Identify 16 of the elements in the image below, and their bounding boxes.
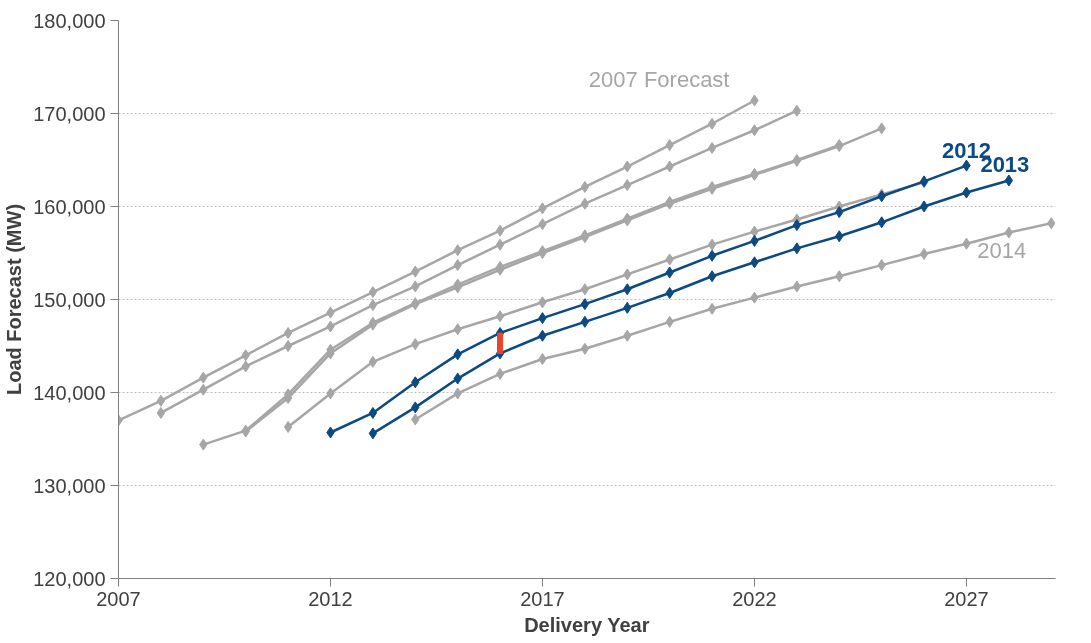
series-label: 2014: [977, 238, 1027, 264]
x-tick-label: 2012: [308, 587, 353, 610]
y-axis-title: Load Forecast (MW): [3, 203, 26, 396]
x-tick-label: 2017: [520, 587, 565, 610]
y-tick-label: 160,000: [33, 195, 106, 218]
y-tick-label: 120,000: [33, 567, 106, 590]
y-tick-label: 150,000: [33, 288, 106, 311]
x-axis-title: Delivery Year: [524, 613, 650, 636]
y-tick-label: 140,000: [33, 381, 106, 404]
y-tick-label: 130,000: [33, 474, 106, 497]
x-tick-label: 2027: [944, 587, 989, 610]
x-tick-label: 2007: [96, 587, 141, 610]
series-label: 2007 Forecast: [588, 67, 730, 93]
x-tick-label: 2022: [732, 587, 777, 610]
y-tick-label: 180,000: [33, 9, 106, 32]
y-tick-label: 170,000: [33, 102, 106, 125]
